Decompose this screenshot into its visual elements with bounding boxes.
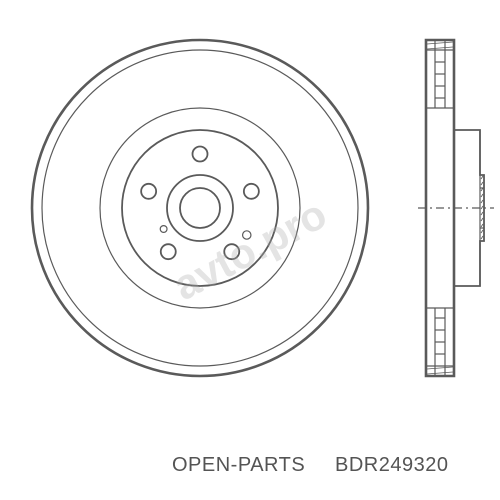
part-number-label: BDR249320	[335, 454, 448, 477]
brake-disc-side-view	[0, 0, 500, 500]
brand-label: OPEN-PARTS	[172, 454, 305, 477]
drawing-canvas: avto.pro OPEN-PARTS BDR249320	[0, 0, 500, 500]
